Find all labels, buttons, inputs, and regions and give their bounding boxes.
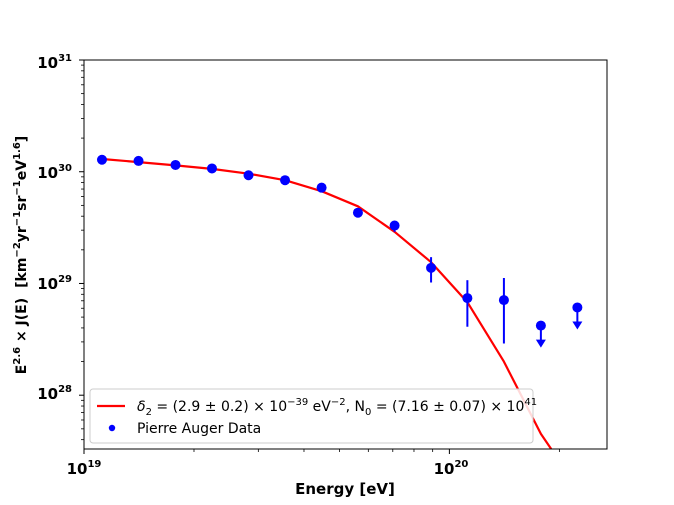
model-curve-layer: [101, 157, 553, 449]
data-point: [462, 293, 473, 304]
axis-ticks: [79, 59, 560, 454]
y-tick-label-30: 1030: [37, 163, 72, 182]
legend-model-label: δ2 = (2.9 ± 0.2) × 10−39 eV−2, N0 = (7.1…: [137, 397, 537, 418]
data-point: [426, 262, 437, 273]
data-point: [316, 182, 327, 193]
y-tick-label-28: 1028: [37, 384, 72, 403]
data-point: [280, 175, 291, 186]
x-tick-label-20: 1020: [434, 459, 469, 478]
y-tick-label-29: 1029: [37, 274, 72, 293]
x-tick-label-19: 1019: [67, 459, 102, 478]
legend: δ2 = (2.9 ± 0.2) × 10−39 eV−2, N0 = (7.1…: [89, 388, 537, 444]
data-point: [170, 159, 181, 170]
data-point: [206, 163, 217, 174]
plot-frame: [83, 59, 608, 450]
data-point: [389, 220, 400, 231]
legend-point-swatch: [108, 424, 116, 432]
legend-box: [89, 388, 534, 444]
data-point: [352, 207, 363, 218]
data-point: [572, 302, 583, 313]
y-tick-label-31: 1031: [37, 53, 72, 72]
data-points-layer: [96, 154, 583, 348]
data-point: [498, 295, 509, 306]
x-axis-label: Energy [eV]: [295, 480, 395, 498]
data-point: [133, 155, 144, 166]
upper-limit-arrow: [572, 321, 583, 330]
y-axis-label: E2.6 × J(E)[km−2yr−1sr−1eV1.6]: [12, 136, 30, 374]
legend-data-label: Pierre Auger Data: [137, 421, 261, 437]
data-point: [96, 154, 107, 165]
upper-limit-arrow: [535, 339, 546, 348]
data-point: [243, 170, 254, 181]
data-point: [535, 320, 546, 331]
model-curve: [101, 157, 553, 449]
